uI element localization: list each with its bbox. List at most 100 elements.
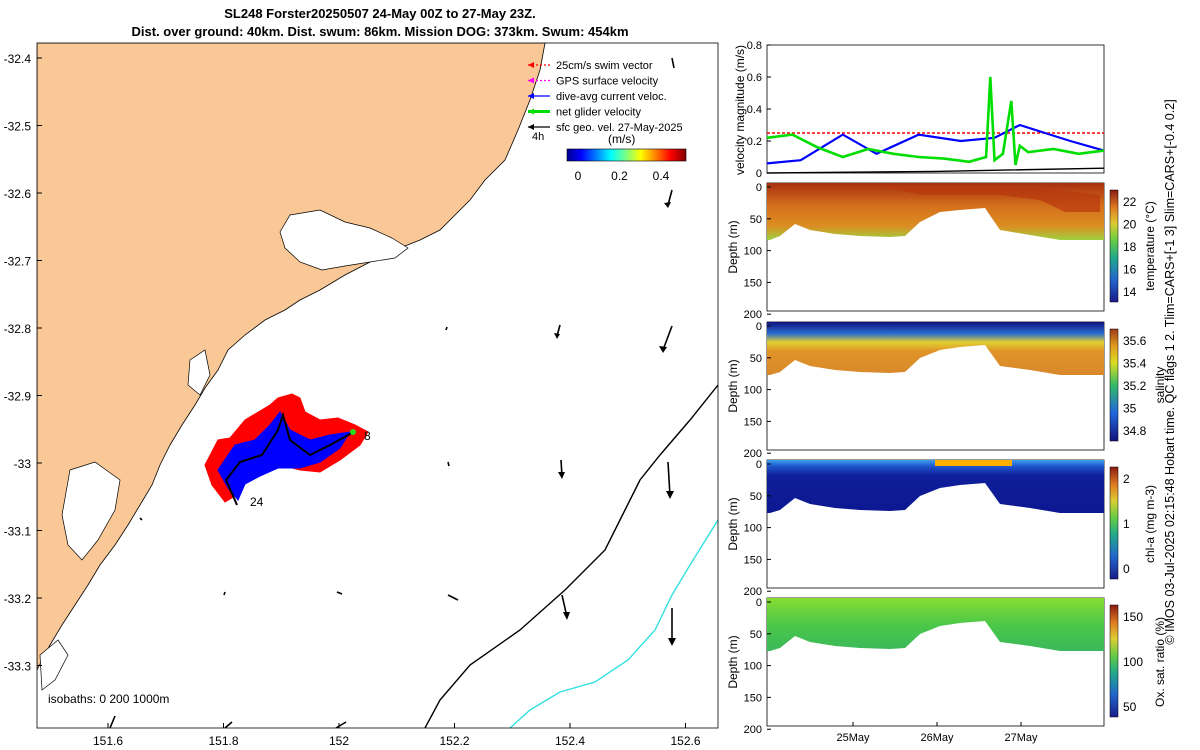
temperature-colorbar [1109,189,1119,303]
map-ytick-label: -32.8 [4,322,32,336]
map-panel: 24 8 isobaths: 0 200 1000m 151.6 151.8 152… [4,42,719,748]
map-xtick-label: 151.6 [93,734,123,748]
chla-surface-bloom [935,460,1012,466]
legend-arrowhead [528,108,534,115]
legend-label: dive-avg current veloc. [556,91,667,103]
map-lake [61,461,121,561]
velocity-ytick-label: 0.2 [747,136,762,148]
ox-ytick-label: 0 [756,597,762,609]
temp-ytick-label: 100 [744,246,762,258]
velocity-series-line [766,76,1105,166]
temperature-colorbar-label: temperature (°C) [1143,201,1157,291]
chl-colorbar-tick: 1 [1123,517,1130,531]
sal-colorbar-tick: 35 [1123,402,1137,416]
velocity-series [766,76,1105,174]
geo-velocity-arrowheads [554,202,676,646]
map-ytick-label: -33.3 [4,660,32,674]
map-xtick-label: 152 [329,734,349,748]
sal-ytick-label: 150 [744,416,762,428]
map-ytick-label: -33.2 [4,592,32,606]
temp-colorbar-tick: 20 [1123,218,1137,232]
map-xtick-label: 151.8 [208,734,238,748]
speed-colorbar-tick: 0.2 [611,169,628,183]
sal-ytick-label: 100 [744,385,762,397]
ox-ytick-label: 50 [750,629,762,641]
map-lake [39,639,69,691]
track-label-end: 8 [364,429,371,443]
legend-label: net glider velocity [556,107,641,119]
sal-colorbar-tick: 35.6 [1123,334,1147,348]
map-lake [187,349,211,396]
map-y-axis: -32.4 -32.5 -32.6 -32.7 -32.8 -32.9 -33 -33.1 -3… [4,52,42,674]
ox-ytick-label: 200 [744,724,762,736]
sal-colorbar-tick: 34.8 [1123,424,1147,438]
map-ytick-label: -33.1 [4,525,32,539]
isobath-1000m [509,519,718,728]
chla-panel: 0 50 100 150 200 Depth (m) 0 1 2 chl-a (mg m-3… [726,459,1157,598]
legend-arrowhead [528,62,534,68]
velocity-panel: 0 0.2 0.4 0.6 0.8 velocity magnitude (m/s) [733,40,1105,180]
map-frame [36,42,719,729]
chla-colorbar-label: chl-a (mg m-3) [1143,485,1157,563]
salinity-colorbar-label: salinity [1153,367,1167,404]
speed-colorbar-tick: 0.4 [653,169,670,183]
velocity-ylabel: velocity magnitude (m/s) [733,45,747,175]
colorbar-title: (m/s) [608,132,635,146]
salinity-ylabel: Depth (m) [726,359,740,412]
chl-ytick-label: 50 [750,491,762,503]
speed-colorbar [566,148,687,162]
map-ytick-label: -32.5 [4,120,32,134]
speed-colorbar-ticks: 0 0.2 0.4 [575,169,670,183]
glider-track [224,411,353,506]
chl-colorbar-tick: 0 [1123,562,1130,576]
map-xtick-label: 152.4 [555,734,585,748]
sal-ytick-label: 50 [750,353,762,365]
velocity-y-axis: 0 0.2 0.4 0.6 0.8 [747,40,771,180]
figure-title-line1: SL248 Forster20250507 24-May 00Z to 27-M… [224,6,536,21]
legend-arrowhead [528,93,534,99]
temp-ytick-label: 200 [744,309,762,321]
map-ytick-label: -32.7 [4,255,32,269]
oxygen-xtick-label: 26May [920,732,954,744]
temp-colorbar-tick: 18 [1123,240,1137,254]
figure-title-line2: Dist. over ground: 40km. Dist. swum: 86k… [131,24,629,39]
ox-ytick-label: 150 [744,692,762,704]
map-land [37,43,546,671]
oxygen-x-axis: 25May 26May 27May [836,722,1038,744]
chl-ytick-label: 100 [744,523,762,535]
ox-colorbar-tick: 150 [1123,610,1143,624]
temp-ytick-label: 150 [744,277,762,289]
ox-ytick-label: 100 [744,661,762,673]
chl-colorbar-tick: 2 [1123,472,1130,486]
oxygen-xtick-label: 27May [1004,732,1038,744]
salinity-colorbar [1109,328,1119,442]
legend-hour-label: 4h [532,131,544,143]
velocity-series-line [766,167,1105,174]
chla-colorbar [1109,466,1119,580]
ox-colorbar-tick: 100 [1123,655,1143,669]
isobath-200m [424,384,718,728]
temp-ytick-label: 0 [756,182,762,194]
map-xtick-label: 152.2 [439,734,469,748]
sal-ytick-label: 200 [744,448,762,460]
salinity-field [767,322,1104,375]
legend-arrowhead [528,124,534,130]
track-label-start: 24 [250,495,264,509]
track-current-vectors [217,411,351,501]
map-ytick-label: -32.9 [4,390,32,404]
chla-y-axis: 0 50 100 150 200 [744,459,771,598]
oxygen-ylabel: Depth (m) [726,635,740,688]
sal-colorbar-tick: 35.4 [1123,357,1147,371]
salinity-colorbar-ticks: 34.8 35 35.2 35.4 35.6 [1123,334,1147,438]
temp-colorbar-tick: 22 [1123,195,1137,209]
salinity-panel: 0 50 100 150 200 Depth (m) 34.8 35 35.2 35.4 35.… [726,321,1167,460]
velocity-ytick-label: 0 [756,168,762,180]
chl-ytick-label: 0 [756,459,762,471]
temp-colorbar-tick: 14 [1123,285,1137,299]
velocity-ytick-label: 0.4 [747,104,762,116]
oxygen-field [767,598,1104,651]
map-ytick-label: -32.6 [4,187,32,201]
legend-label: 25cm/s swim vector [556,60,653,72]
temperature-warm-core [880,186,1100,212]
